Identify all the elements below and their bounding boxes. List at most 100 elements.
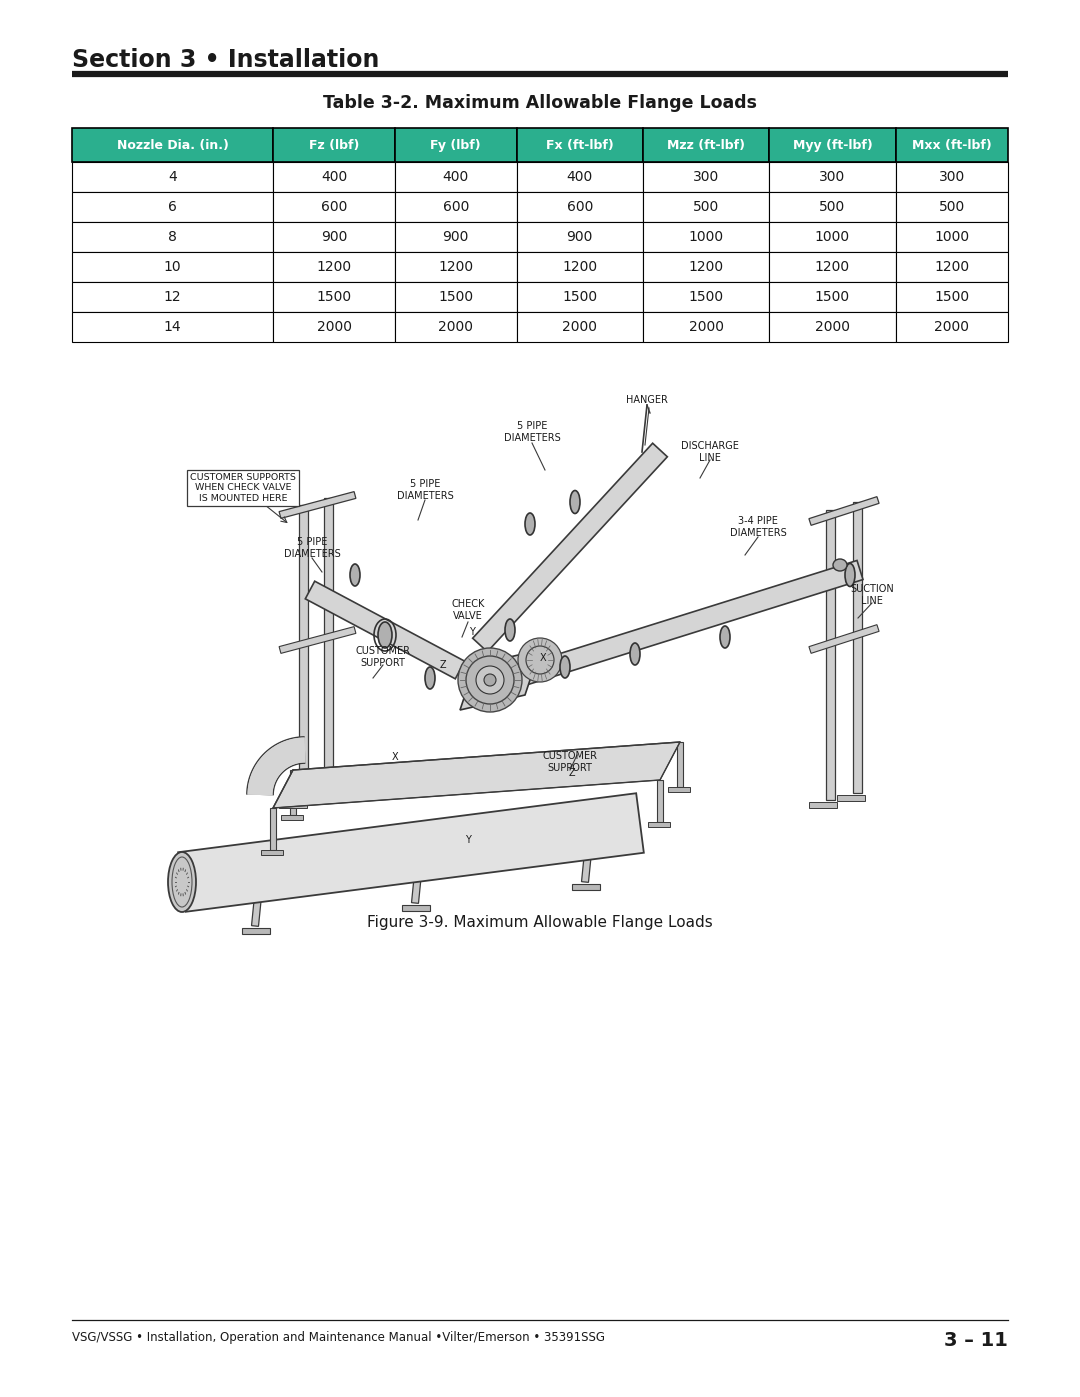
Polygon shape — [809, 497, 879, 525]
Ellipse shape — [505, 619, 515, 641]
Bar — [395, 282, 516, 312]
Text: 1500: 1500 — [815, 291, 850, 305]
Text: 400: 400 — [443, 170, 469, 184]
Bar — [643, 312, 769, 342]
Text: 600: 600 — [443, 200, 469, 214]
Text: 300: 300 — [939, 170, 964, 184]
Text: VSG/VSSG • Installation, Operation and Maintenance Manual •Vilter/Emerson • 3539: VSG/VSSG • Installation, Operation and M… — [72, 1331, 605, 1344]
Bar — [643, 222, 769, 251]
Text: 1200: 1200 — [934, 260, 970, 274]
Text: X: X — [392, 752, 399, 761]
Bar — [72, 222, 273, 251]
Text: 2000: 2000 — [316, 320, 352, 334]
Text: 1500: 1500 — [438, 291, 473, 305]
Text: 1000: 1000 — [815, 231, 850, 244]
Polygon shape — [279, 492, 356, 518]
Text: 8: 8 — [168, 231, 177, 244]
Bar — [516, 162, 643, 191]
Text: 600: 600 — [321, 200, 348, 214]
Text: 1500: 1500 — [316, 291, 352, 305]
Text: 300: 300 — [820, 170, 846, 184]
Polygon shape — [298, 504, 308, 800]
Bar — [895, 162, 1008, 191]
Bar — [395, 312, 516, 342]
Bar — [516, 312, 643, 342]
Text: 2000: 2000 — [815, 320, 850, 334]
Text: 1200: 1200 — [815, 260, 850, 274]
Polygon shape — [677, 742, 683, 787]
Text: 10: 10 — [164, 260, 181, 274]
Bar — [72, 282, 273, 312]
Text: 5 PIPE
DIAMETERS: 5 PIPE DIAMETERS — [503, 422, 561, 443]
Ellipse shape — [168, 852, 195, 912]
Text: X: X — [540, 652, 546, 664]
Circle shape — [465, 657, 514, 704]
Polygon shape — [411, 852, 423, 904]
Circle shape — [526, 645, 554, 673]
Bar — [895, 191, 1008, 222]
Text: Myy (ft-lbf): Myy (ft-lbf) — [793, 138, 873, 151]
Polygon shape — [178, 793, 644, 912]
Polygon shape — [273, 742, 680, 807]
Ellipse shape — [426, 666, 435, 689]
Bar — [279, 802, 307, 807]
Ellipse shape — [378, 622, 392, 648]
Text: Fz (lbf): Fz (lbf) — [309, 138, 360, 151]
Ellipse shape — [561, 657, 570, 678]
Bar — [72, 251, 273, 282]
Bar — [769, 222, 895, 251]
Bar — [273, 312, 395, 342]
Bar — [516, 129, 643, 162]
Ellipse shape — [720, 626, 730, 648]
Bar — [769, 191, 895, 222]
Bar — [643, 162, 769, 191]
Bar — [273, 251, 395, 282]
Text: Y: Y — [465, 835, 471, 845]
Bar — [516, 251, 643, 282]
Text: Fy (lbf): Fy (lbf) — [431, 138, 481, 151]
Text: 6: 6 — [168, 200, 177, 214]
Bar — [395, 129, 516, 162]
Bar — [72, 162, 273, 191]
Circle shape — [518, 638, 562, 682]
Bar — [402, 905, 430, 911]
Text: 1000: 1000 — [689, 231, 724, 244]
Bar — [516, 222, 643, 251]
Text: 1200: 1200 — [316, 260, 352, 274]
Bar — [648, 821, 670, 827]
Polygon shape — [522, 560, 863, 685]
Bar — [72, 129, 273, 162]
Polygon shape — [324, 497, 333, 793]
Polygon shape — [473, 443, 667, 652]
Bar — [273, 191, 395, 222]
Text: 12: 12 — [164, 291, 181, 305]
Text: DISCHARGE
LINE: DISCHARGE LINE — [681, 441, 739, 462]
Bar — [273, 222, 395, 251]
Bar — [395, 162, 516, 191]
Polygon shape — [270, 807, 276, 849]
Text: 3 – 11: 3 – 11 — [944, 1331, 1008, 1350]
Text: 1200: 1200 — [689, 260, 724, 274]
Polygon shape — [460, 650, 540, 710]
Text: Y: Y — [469, 627, 475, 637]
Bar — [395, 191, 516, 222]
Text: 5 PIPE
DIAMETERS: 5 PIPE DIAMETERS — [284, 538, 340, 559]
Text: 900: 900 — [321, 231, 348, 244]
Bar — [769, 312, 895, 342]
Bar — [895, 312, 1008, 342]
Bar — [261, 849, 283, 855]
Ellipse shape — [845, 563, 855, 587]
Bar — [516, 282, 643, 312]
Polygon shape — [657, 780, 663, 821]
Text: 4: 4 — [168, 170, 177, 184]
Text: CUSTOMER
SUPPORT: CUSTOMER SUPPORT — [542, 752, 597, 773]
Text: Fx (ft-lbf): Fx (ft-lbf) — [545, 138, 613, 151]
Bar — [273, 162, 395, 191]
Polygon shape — [306, 581, 464, 679]
Text: Table 3-2. Maximum Allowable Flange Loads: Table 3-2. Maximum Allowable Flange Load… — [323, 94, 757, 112]
Bar — [395, 222, 516, 251]
Bar — [72, 312, 273, 342]
Text: 1000: 1000 — [934, 231, 970, 244]
Text: CUSTOMER SUPPORTS
WHEN CHECK VALVE
IS MOUNTED HERE: CUSTOMER SUPPORTS WHEN CHECK VALVE IS MO… — [190, 474, 296, 503]
Text: 1200: 1200 — [563, 260, 597, 274]
